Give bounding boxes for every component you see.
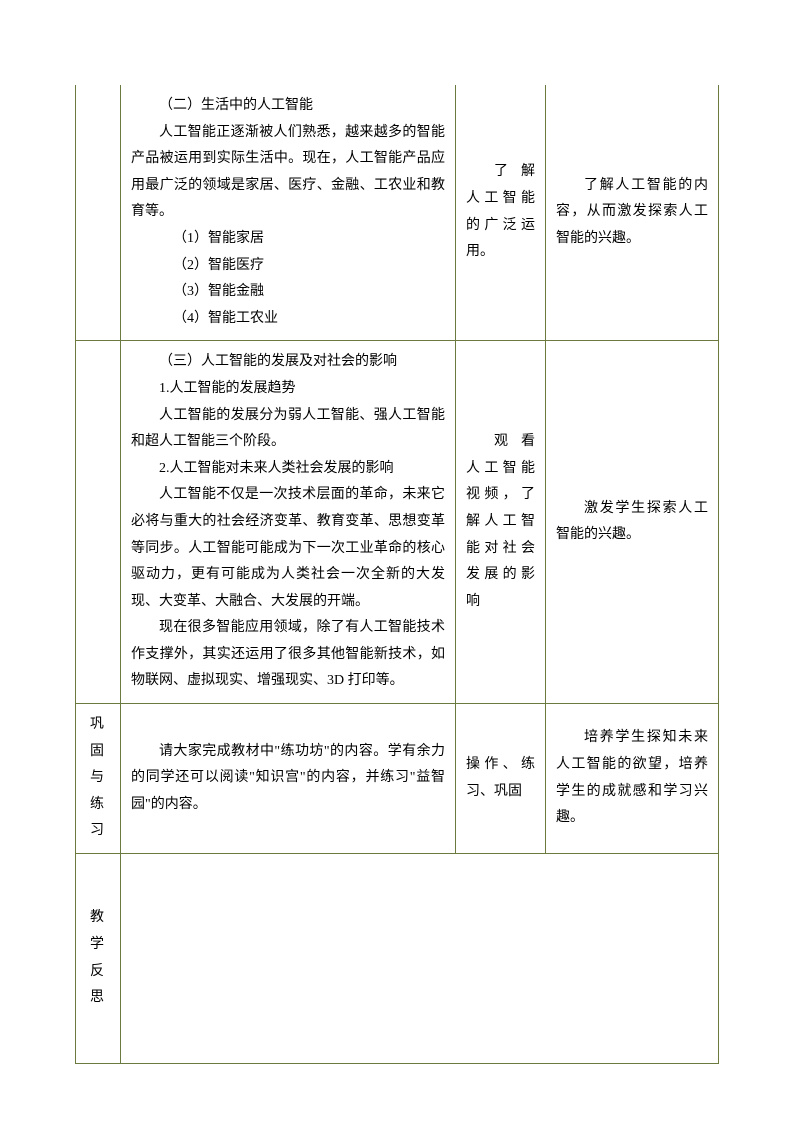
purpose-cell: 激发学生探索人工智能的兴趣。	[546, 341, 719, 704]
subtitle: 2.人工智能对未来人类社会发展的影响	[131, 456, 445, 483]
subtitle: 1.人工智能的发展趋势	[131, 376, 445, 403]
list-item: （1）智能家居	[131, 226, 445, 253]
paragraph: 现在很多智能应用领域，除了有人工智能技术作支撑外，其实还运用了很多其他智能新技术…	[131, 615, 445, 695]
row-label-cell	[76, 85, 121, 341]
content-cell: （二）生活中的人工智能 人工智能正逐渐被人们熟悉，越来越多的智能产品被运用到实际…	[121, 85, 456, 341]
paragraph: 人工智能正逐渐被人们熟悉，越来越多的智能产品被运用到实际生活中。现在，人工智能产…	[131, 120, 445, 226]
table-row: 巩 固与 练习 请大家完成教材中"练功坊"的内容。学有余力的同学还可以阅读"知识…	[76, 704, 719, 854]
reflection-cell	[121, 854, 719, 1064]
purpose-cell: 培养学生探知未来人工智能的欲望，培养学生的成就感和学习兴趣。	[546, 704, 719, 854]
paragraph: 请大家完成教材中"练功坊"的内容。学有余力的同学还可以阅读"知识宫"的内容，并练…	[131, 739, 445, 819]
content-cell: （三）人工智能的发展及对社会的影响 1.人工智能的发展趋势 人工智能的发展分为弱…	[121, 341, 456, 704]
paragraph: 人工智能的发展分为弱人工智能、强人工智能和超人工智能三个阶段。	[131, 403, 445, 456]
table-row: （三）人工智能的发展及对社会的影响 1.人工智能的发展趋势 人工智能的发展分为弱…	[76, 341, 719, 704]
paragraph: 人工智能不仅是一次技术层面的革命，未来它必将与重大的社会经济变革、教育变革、思想…	[131, 482, 445, 615]
row-label-cell	[76, 341, 121, 704]
label-text: 教学反思	[90, 910, 106, 1005]
purpose-text: 培养学生探知未来人工智能的欲望，培养学生的成就感和学习兴趣。	[556, 725, 708, 831]
purpose-cell: 了解人工智能的内容，从而激发探索人工智能的兴趣。	[546, 85, 719, 341]
content-cell: 请大家完成教材中"练功坊"的内容。学有余力的同学还可以阅读"知识宫"的内容，并练…	[121, 704, 456, 854]
table-row: 教学反思	[76, 854, 719, 1064]
list-item: （2）智能医疗	[131, 253, 445, 280]
activity-cell: 操作、练习、巩固	[456, 704, 546, 854]
activity-text: 操作、练习、巩固	[466, 752, 535, 805]
section-title: （三）人工智能的发展及对社会的影响	[131, 349, 445, 376]
purpose-text: 激发学生探索人工智能的兴趣。	[556, 496, 708, 549]
row-label-cell: 教学反思	[76, 854, 121, 1064]
row-label-cell: 巩 固与 练习	[76, 704, 121, 854]
table-row: （二）生活中的人工智能 人工智能正逐渐被人们熟悉，越来越多的智能产品被运用到实际…	[76, 85, 719, 341]
label-text: 巩 固与 练习	[90, 717, 106, 838]
list-item: （3）智能金融	[131, 279, 445, 306]
activity-text: 了解人工智能的广泛运用。	[466, 159, 535, 265]
section-title: （二）生活中的人工智能	[131, 93, 445, 120]
activity-text: 观看人工智能视频，了解人工智能对社会发展的影响	[466, 429, 535, 615]
list-item: （4）智能工农业	[131, 306, 445, 333]
activity-cell: 了解人工智能的广泛运用。	[456, 85, 546, 341]
purpose-text: 了解人工智能的内容，从而激发探索人工智能的兴趣。	[556, 173, 708, 253]
lesson-plan-table: （二）生活中的人工智能 人工智能正逐渐被人们熟悉，越来越多的智能产品被运用到实际…	[75, 85, 719, 1064]
activity-cell: 观看人工智能视频，了解人工智能对社会发展的影响	[456, 341, 546, 704]
